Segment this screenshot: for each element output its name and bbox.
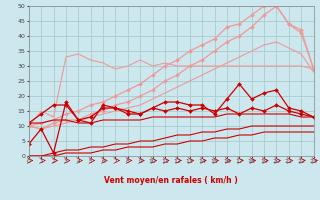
X-axis label: Vent moyen/en rafales ( km/h ): Vent moyen/en rafales ( km/h ) (104, 176, 238, 185)
